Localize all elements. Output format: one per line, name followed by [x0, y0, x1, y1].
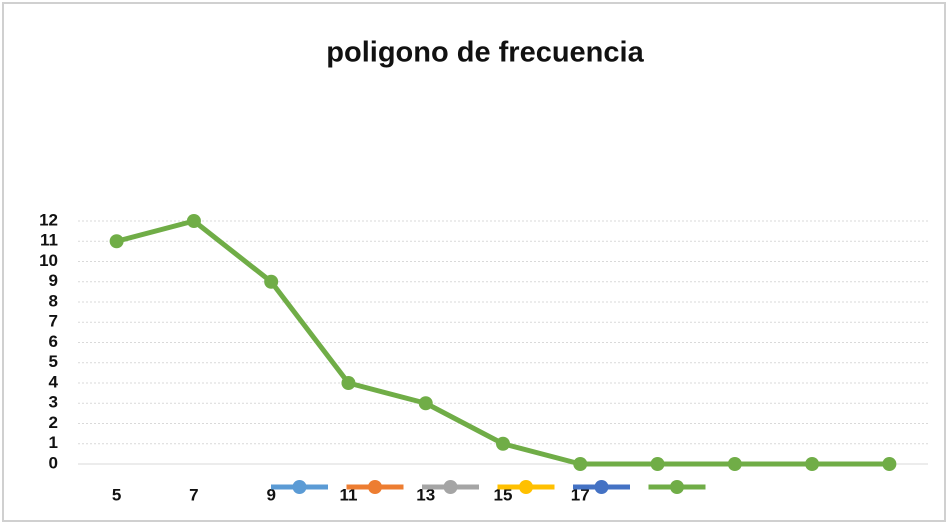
y-tick-label: 8 [49, 291, 58, 310]
x-tick-label: 5 [112, 485, 121, 504]
legend-marker [292, 480, 307, 494]
x-tick-label: 15 [494, 485, 513, 504]
y-tick-label: 11 [40, 231, 58, 250]
x-tick-label: 7 [189, 485, 198, 504]
y-tick-label: 6 [49, 332, 58, 351]
x-tick-label: 13 [416, 485, 435, 504]
y-tick-label: 2 [49, 413, 58, 432]
data-point [650, 457, 665, 471]
legend-marker [519, 480, 533, 494]
x-tick-label: 17 [571, 485, 590, 504]
chart-title: poligono de frecuencia [326, 37, 644, 69]
data-point [805, 457, 820, 471]
legend-marker [368, 480, 382, 494]
data-point [418, 396, 433, 411]
data-point [573, 457, 588, 471]
legend-marker [443, 480, 458, 494]
data-point [727, 457, 742, 471]
y-tick-label: 7 [49, 312, 58, 331]
y-tick-label: 3 [49, 393, 58, 412]
data-point [496, 436, 510, 451]
y-tick-label: 1 [49, 433, 58, 452]
data-point [882, 457, 897, 471]
y-tick-label: 0 [49, 453, 58, 472]
legend-marker [594, 480, 609, 494]
data-point [341, 376, 356, 390]
y-tick-label: 10 [39, 251, 58, 270]
y-tick-label: 4 [49, 372, 59, 391]
y-tick-label: 5 [49, 352, 58, 371]
data-point [109, 234, 124, 249]
x-tick-label: 9 [266, 485, 275, 504]
data-point [186, 214, 201, 228]
x-tick-label: 11 [339, 485, 357, 504]
legend-marker [670, 480, 684, 494]
data-point [264, 274, 279, 289]
y-tick-label: 9 [49, 271, 58, 290]
y-tick-label: 12 [39, 210, 58, 229]
